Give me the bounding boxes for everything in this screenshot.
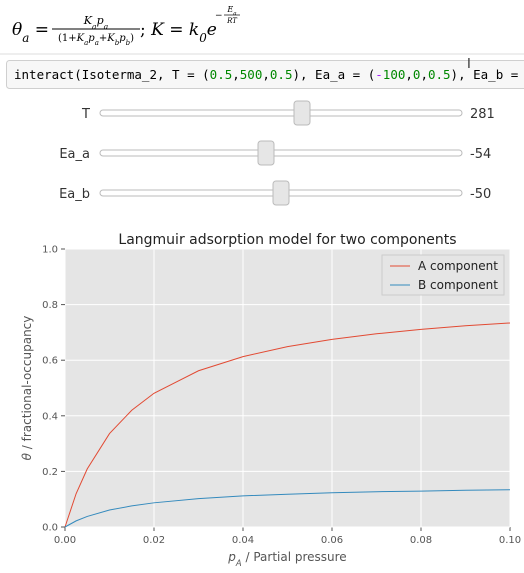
text-token: (1+ — [58, 33, 77, 44]
text-token: + — [99, 33, 107, 44]
text-token: K — [150, 20, 165, 40]
formula-numerator: Kapa — [83, 14, 109, 31]
text-token: K — [83, 14, 93, 27]
y-tick-label: 0.4 — [42, 411, 58, 422]
text-token: a — [104, 22, 109, 31]
text-token: b — [115, 39, 120, 47]
text-token: θ — [12, 20, 22, 40]
text-token: K — [76, 33, 85, 44]
text-token: b — [126, 39, 131, 47]
text-token: θ — [20, 452, 34, 460]
text-token: a — [84, 39, 88, 47]
legend-box — [381, 254, 505, 296]
text-token: p — [119, 33, 126, 44]
slider-label: Ea_b — [59, 187, 90, 202]
text-token: A — [235, 558, 242, 568]
code-line: interact(Isoterma_2, T = (0.5,500,0.5), … — [14, 67, 524, 82]
text-token: / Partial pressure — [242, 550, 347, 564]
text-token: p — [227, 550, 236, 564]
slider-label: Ea_a — [59, 147, 90, 162]
text-token: , — [232, 67, 240, 82]
text-token: - — [375, 67, 383, 82]
code-cell[interactable] — [6, 60, 524, 89]
slider-value: -54 — [470, 147, 491, 162]
y-tick-label: 0.6 — [42, 356, 58, 367]
text-token: , — [405, 67, 413, 82]
text-token: ), Ea_a = ( — [292, 67, 375, 82]
text-token: ; — [140, 20, 151, 40]
text-token: E — [226, 5, 233, 14]
text-token: ) — [130, 33, 134, 44]
text-token: ), Ea_b = — [451, 67, 524, 82]
x-tick-label: 0.02 — [143, 535, 165, 546]
slider-label: T — [81, 107, 90, 122]
text-token: , — [420, 67, 428, 82]
slider-handle[interactable] — [257, 140, 275, 166]
text-token: 0.5 — [270, 67, 293, 82]
text-token: = — [164, 20, 189, 40]
text-token: a — [233, 11, 236, 17]
text-token: p — [88, 33, 95, 44]
slider-handle[interactable] — [293, 100, 311, 126]
y-tick-label: 0.8 — [42, 300, 58, 311]
exponent-sign: − — [215, 11, 223, 21]
formula-rhs: ; K = k0e — [140, 20, 217, 45]
legend-label: A component — [418, 259, 498, 273]
text-token: 500 — [240, 67, 263, 82]
text-token: k — [189, 20, 199, 40]
legend-label: B component — [418, 278, 498, 292]
text-cursor: I — [467, 57, 471, 72]
y-tick-label: 0.0 — [42, 523, 58, 534]
text-token: K — [106, 33, 115, 44]
exponent-denominator: RT — [226, 17, 238, 25]
text-token: = — [29, 20, 49, 40]
x-axis-label: pA / Partial pressure — [227, 550, 346, 568]
data-line — [64, 489, 511, 528]
formula-denominator: (1+Kapa+Kbpb) — [58, 33, 134, 47]
text-token: / fractional-occupancy — [20, 316, 34, 453]
chart-title: Langmuir adsorption model for two compon… — [118, 232, 456, 248]
x-tick-label: 0.00 — [54, 535, 76, 546]
slider-track — [99, 109, 463, 117]
text-token: a — [95, 39, 99, 47]
slider-value: 281 — [470, 107, 495, 122]
y-tick-label: 0.2 — [42, 467, 58, 478]
formula-lhs: θa = — [12, 20, 49, 45]
text-token: a — [22, 31, 29, 45]
text-token: , — [262, 67, 270, 82]
slider-track — [99, 149, 463, 157]
text-token: 100 — [383, 67, 406, 82]
x-tick-label: 0.08 — [410, 535, 432, 546]
text-token: interact(Isoterma_2, T = ( — [14, 67, 210, 82]
text-token: a — [92, 22, 97, 31]
text-token: 0.5 — [210, 67, 233, 82]
y-axis-label: θ / fractional-occupancy — [20, 316, 34, 461]
data-line — [64, 322, 511, 528]
text-token: p — [97, 14, 104, 27]
text-token: 0 — [413, 67, 421, 82]
text-token: 0.5 — [428, 67, 451, 82]
text-token: 0 — [199, 31, 207, 45]
x-tick-label: 0.06 — [321, 535, 343, 546]
exponent-numerator: Ea — [226, 5, 236, 17]
x-tick-label: 0.10 — [499, 535, 521, 546]
text-token: − — [215, 11, 223, 21]
slider-value: -50 — [470, 187, 491, 202]
text-token: RT — [226, 17, 238, 25]
x-tick-label: 0.04 — [232, 535, 254, 546]
slider-handle[interactable] — [272, 180, 290, 206]
y-tick-label: 1.0 — [42, 245, 58, 256]
text-token: e — [207, 20, 217, 40]
